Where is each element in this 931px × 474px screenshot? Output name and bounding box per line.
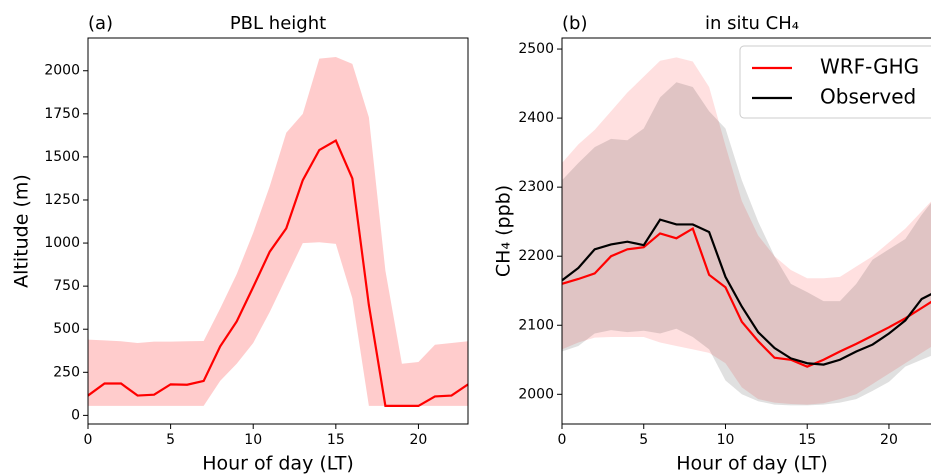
x-tick-label: 20 (880, 432, 898, 448)
y-tick-label: 1500 (44, 149, 80, 165)
y-tick-label: 0 (71, 407, 80, 423)
x-tick-label: 15 (798, 432, 816, 448)
y-tick-label: 2100 (518, 317, 554, 333)
y-tick-label: 1250 (44, 192, 80, 208)
y-axis-label: Altitude (m) (11, 174, 33, 288)
data-line (561, 226, 931, 368)
legend-label: WRF-GHG (820, 55, 919, 79)
x-tick-label: 10 (717, 432, 735, 448)
panel-label: (b) (562, 13, 587, 34)
panel-title: in situ CH₄ (705, 13, 799, 34)
y-tick-label: 2000 (518, 386, 554, 402)
y-tick-label: 2500 (518, 41, 554, 57)
x-axis-label: Hour of day (LT) (202, 453, 354, 474)
y-tick-label: 750 (53, 278, 80, 294)
y-tick-label: 250 (53, 364, 80, 380)
x-tick-label: 20 (410, 432, 428, 448)
panel: 0 5 10 15 20 2000 2100 2200 2300 2400 2500 (b) in si… (493, 13, 931, 474)
x-tick-label: 0 (84, 432, 93, 448)
data-line (561, 218, 931, 366)
axes-frame (87, 37, 469, 425)
x-tick-label: 5 (639, 432, 648, 448)
x-tick-label: 5 (166, 432, 175, 448)
x-tick-label: 0 (558, 432, 567, 448)
y-axis-label: CH₄ (ppb) (493, 185, 515, 277)
spread-band (562, 57, 931, 405)
y-tick-label: 1000 (44, 235, 80, 251)
y-tick-label: 1750 (44, 106, 80, 122)
y-tick-label: 2400 (518, 110, 554, 126)
legend-box (739, 45, 931, 119)
x-tick-label: 10 (244, 432, 262, 448)
panel-label: (a) (88, 13, 113, 34)
x-tick-label: 15 (327, 432, 345, 448)
y-tick-label: 500 (53, 321, 80, 337)
spread-band (88, 56, 468, 406)
panel: 0 5 10 15 20 0 250 500 750 1000 1250 1500 1750 2000 (a… (11, 13, 469, 474)
spread-band (562, 82, 931, 406)
axes-frame (561, 37, 931, 425)
legend-label: Observed (820, 85, 916, 109)
data-line (87, 138, 469, 408)
y-tick-label: 2200 (518, 248, 554, 264)
x-axis-label: Hour of day (LT) (676, 453, 828, 474)
y-tick-label: 2000 (44, 63, 80, 79)
panel-title: PBL height (230, 13, 326, 34)
y-tick-label: 2300 (518, 179, 554, 195)
